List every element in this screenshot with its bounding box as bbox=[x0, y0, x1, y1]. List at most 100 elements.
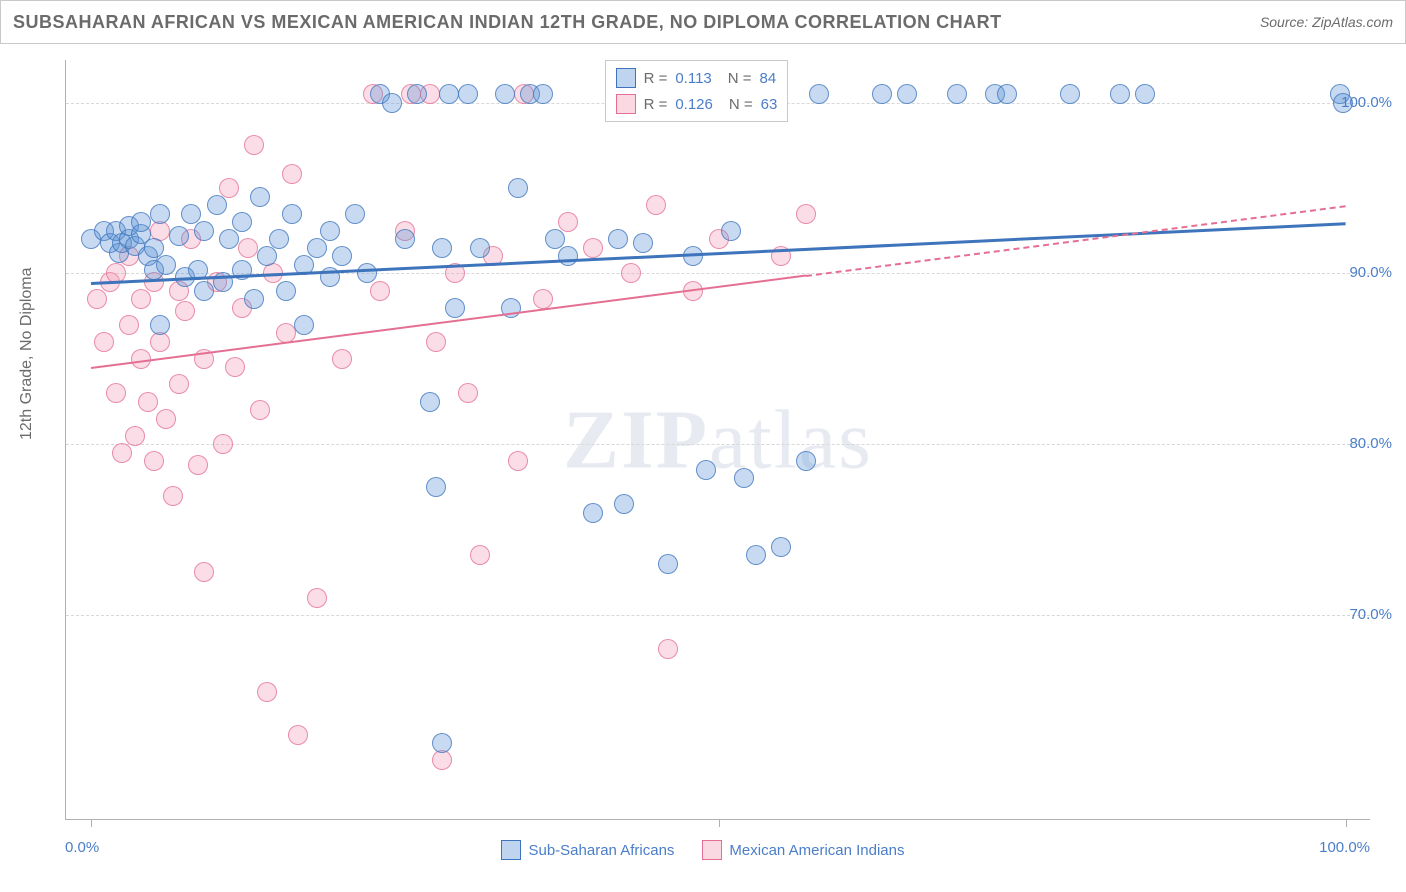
scatter-point bbox=[94, 332, 114, 352]
stats-n-label: N = bbox=[729, 96, 753, 113]
scatter-point bbox=[194, 281, 214, 301]
bottom-legend: Sub-Saharan Africans Mexican American In… bbox=[0, 840, 1406, 860]
scatter-point bbox=[156, 255, 176, 275]
chart-title: SUBSAHARAN AFRICAN VS MEXICAN AMERICAN I… bbox=[13, 12, 1002, 33]
scatter-point bbox=[495, 84, 515, 104]
scatter-point bbox=[357, 263, 377, 283]
scatter-point bbox=[721, 221, 741, 241]
x-tick bbox=[1346, 819, 1347, 827]
scatter-point bbox=[432, 733, 452, 753]
watermark-atlas: atlas bbox=[709, 393, 873, 486]
scatter-point bbox=[897, 84, 917, 104]
y-tick-label: 90.0% bbox=[1349, 264, 1392, 281]
scatter-point bbox=[608, 229, 628, 249]
scatter-point bbox=[131, 289, 151, 309]
scatter-point bbox=[395, 229, 415, 249]
scatter-point bbox=[771, 537, 791, 557]
scatter-point bbox=[175, 301, 195, 321]
scatter-point bbox=[119, 315, 139, 335]
scatter-point bbox=[583, 503, 603, 523]
scatter-point bbox=[112, 443, 132, 463]
legend-swatch-series2 bbox=[702, 840, 722, 860]
scatter-point bbox=[746, 545, 766, 565]
scatter-point bbox=[294, 315, 314, 335]
scatter-point bbox=[219, 229, 239, 249]
scatter-point bbox=[558, 212, 578, 232]
scatter-point bbox=[420, 392, 440, 412]
scatter-point bbox=[470, 238, 490, 258]
legend-label-series1: Sub-Saharan Africans bbox=[528, 842, 674, 859]
stats-swatch bbox=[616, 68, 636, 88]
scatter-point bbox=[144, 451, 164, 471]
stats-n-value: 84 bbox=[760, 70, 777, 87]
scatter-point bbox=[426, 477, 446, 497]
scatter-point bbox=[219, 178, 239, 198]
scatter-point bbox=[332, 349, 352, 369]
watermark: ZIPatlas bbox=[563, 391, 873, 488]
scatter-point bbox=[439, 84, 459, 104]
scatter-point bbox=[796, 451, 816, 471]
scatter-point bbox=[194, 221, 214, 241]
scatter-point bbox=[1110, 84, 1130, 104]
gridline bbox=[66, 615, 1370, 616]
scatter-point bbox=[307, 238, 327, 258]
scatter-point bbox=[131, 212, 151, 232]
scatter-point bbox=[508, 451, 528, 471]
plot-region: ZIPatlas bbox=[65, 60, 1370, 820]
scatter-point bbox=[658, 639, 678, 659]
stats-n-value: 63 bbox=[761, 96, 778, 113]
scatter-point bbox=[181, 204, 201, 224]
legend-item-series2: Mexican American Indians bbox=[702, 840, 904, 860]
scatter-point bbox=[458, 84, 478, 104]
scatter-point bbox=[320, 221, 340, 241]
scatter-point bbox=[257, 682, 277, 702]
y-tick-label: 100.0% bbox=[1341, 94, 1392, 111]
scatter-point bbox=[458, 383, 478, 403]
chart-area: ZIPatlas bbox=[65, 60, 1370, 820]
scatter-point bbox=[407, 84, 427, 104]
stats-box: R =0.113N =84R =0.126N =63 bbox=[605, 60, 789, 122]
scatter-point bbox=[138, 392, 158, 412]
scatter-point bbox=[796, 204, 816, 224]
scatter-point bbox=[947, 84, 967, 104]
scatter-point bbox=[382, 93, 402, 113]
scatter-point bbox=[345, 204, 365, 224]
scatter-point bbox=[282, 164, 302, 184]
legend-label-series2: Mexican American Indians bbox=[729, 842, 904, 859]
legend-item-series1: Sub-Saharan Africans bbox=[501, 840, 674, 860]
scatter-point bbox=[125, 426, 145, 446]
scatter-point bbox=[276, 281, 296, 301]
scatter-point bbox=[269, 229, 289, 249]
y-tick-label: 70.0% bbox=[1349, 606, 1392, 623]
stats-r-value: 0.126 bbox=[675, 96, 713, 113]
scatter-point bbox=[332, 246, 352, 266]
scatter-point bbox=[250, 187, 270, 207]
scatter-point bbox=[997, 84, 1017, 104]
scatter-point bbox=[144, 238, 164, 258]
scatter-point bbox=[621, 263, 641, 283]
stats-r-label: R = bbox=[644, 96, 668, 113]
scatter-point bbox=[734, 468, 754, 488]
scatter-point bbox=[1060, 84, 1080, 104]
scatter-point bbox=[257, 246, 277, 266]
scatter-point bbox=[150, 315, 170, 335]
gridline bbox=[66, 444, 1370, 445]
scatter-point bbox=[163, 486, 183, 506]
scatter-point bbox=[1135, 84, 1155, 104]
scatter-point bbox=[533, 84, 553, 104]
scatter-point bbox=[872, 84, 892, 104]
scatter-point bbox=[658, 554, 678, 574]
scatter-point bbox=[150, 204, 170, 224]
legend-swatch-series1 bbox=[501, 840, 521, 860]
scatter-point bbox=[213, 434, 233, 454]
scatter-point bbox=[238, 238, 258, 258]
scatter-point bbox=[150, 332, 170, 352]
source-attribution: Source: ZipAtlas.com bbox=[1260, 14, 1393, 30]
scatter-point bbox=[646, 195, 666, 215]
x-tick bbox=[91, 819, 92, 827]
scatter-point bbox=[169, 374, 189, 394]
watermark-zip: ZIP bbox=[563, 393, 709, 486]
scatter-point bbox=[696, 460, 716, 480]
scatter-point bbox=[194, 562, 214, 582]
scatter-point bbox=[583, 238, 603, 258]
